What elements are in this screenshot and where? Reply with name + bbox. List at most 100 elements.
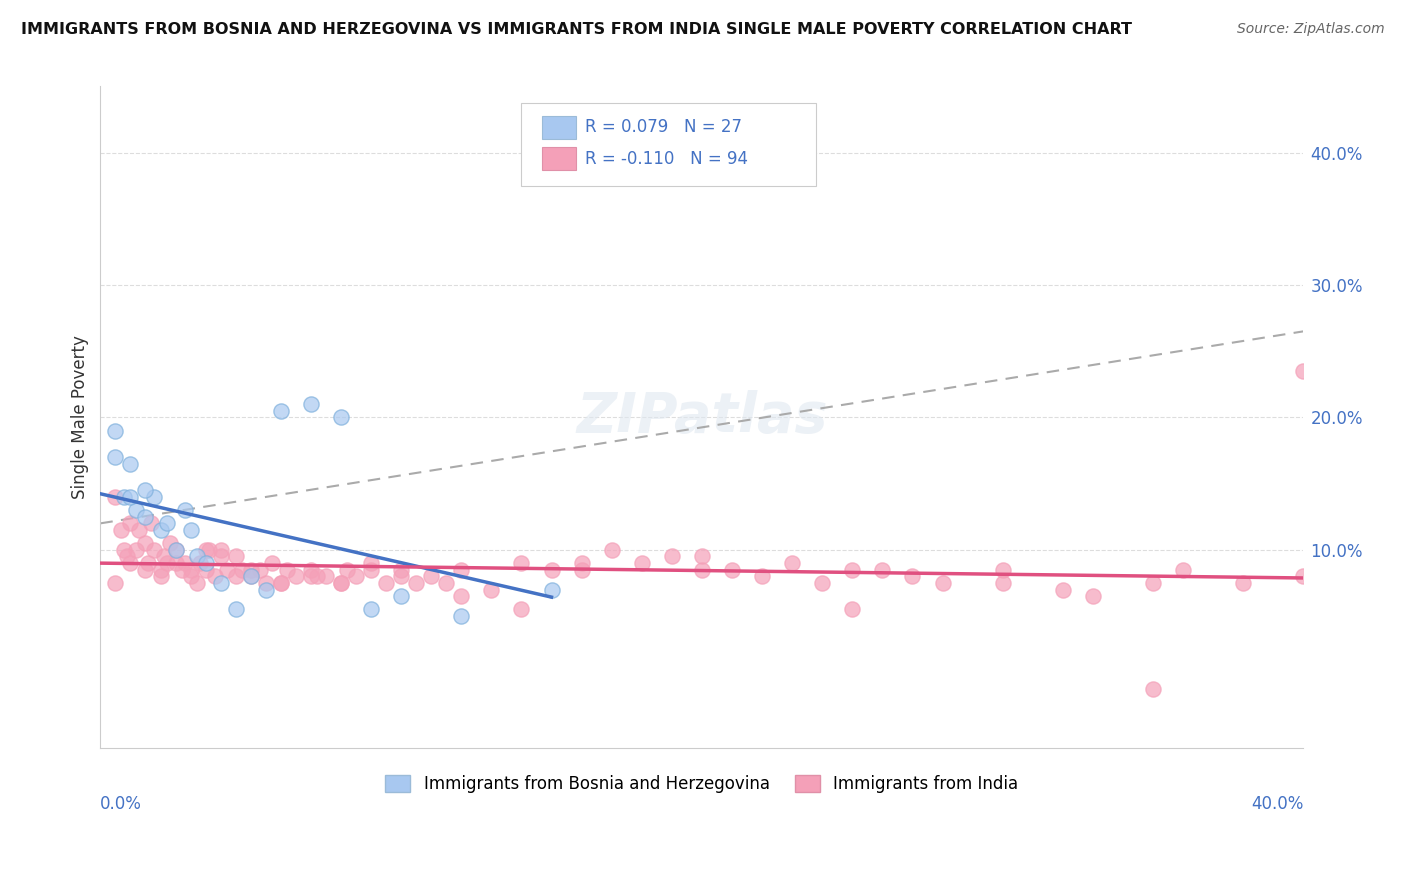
Point [186, 576, 208, 591]
Point [120, 556, 142, 570]
Point [1142, 576, 1164, 591]
Point [811, 576, 834, 591]
Point [330, 576, 353, 591]
Point [173, 503, 195, 517]
Point [901, 569, 924, 583]
Point [165, 542, 187, 557]
Point [571, 556, 593, 570]
Text: ZIPatlas: ZIPatlas [576, 391, 828, 444]
Point [149, 523, 172, 537]
Point [170, 563, 193, 577]
Point [991, 576, 1014, 591]
Point [931, 576, 953, 591]
Point [180, 523, 202, 537]
Point [149, 563, 172, 577]
Point [138, 556, 160, 570]
Point [117, 549, 139, 564]
Point [104, 424, 127, 438]
Point [276, 563, 298, 577]
Point [120, 457, 142, 471]
Point [254, 582, 277, 597]
Bar [541, 147, 575, 170]
Point [180, 563, 202, 577]
Point [1292, 569, 1315, 583]
Point [186, 549, 208, 564]
Point [375, 576, 398, 591]
Text: IMMIGRANTS FROM BOSNIA AND HERZEGOVINA VS IMMIGRANTS FROM INDIA SINGLE MALE POVE: IMMIGRANTS FROM BOSNIA AND HERZEGOVINA V… [21, 22, 1132, 37]
Point [450, 609, 472, 624]
Point [194, 556, 217, 570]
Point [434, 576, 457, 591]
Point [104, 576, 127, 591]
Point [315, 569, 337, 583]
Point [225, 569, 247, 583]
Point [780, 556, 803, 570]
Point [225, 549, 247, 564]
Point [299, 397, 322, 411]
Point [104, 450, 127, 464]
Point [450, 589, 472, 603]
Point [299, 569, 322, 583]
Point [134, 509, 156, 524]
Text: 0.0%: 0.0% [100, 795, 142, 813]
Point [165, 556, 187, 570]
Point [690, 563, 713, 577]
Point [630, 556, 652, 570]
Text: R = 0.079   N = 27: R = 0.079 N = 27 [585, 119, 742, 136]
Point [204, 569, 226, 583]
Point [360, 556, 382, 570]
Point [360, 602, 382, 616]
Point [841, 602, 863, 616]
Point [600, 542, 623, 557]
Point [991, 563, 1014, 577]
Text: Source: ZipAtlas.com: Source: ZipAtlas.com [1237, 22, 1385, 37]
Point [152, 549, 174, 564]
Point [209, 542, 232, 557]
Point [249, 563, 271, 577]
Point [284, 569, 307, 583]
Point [209, 576, 232, 591]
Point [239, 569, 262, 583]
Point [215, 563, 238, 577]
Bar [541, 116, 575, 139]
Point [188, 556, 211, 570]
Point [405, 576, 427, 591]
Point [661, 549, 683, 564]
Point [1081, 589, 1104, 603]
Point [510, 556, 533, 570]
Point [360, 563, 382, 577]
Point [420, 569, 443, 583]
Point [690, 549, 713, 564]
Point [1142, 681, 1164, 696]
Point [239, 563, 262, 577]
Point [254, 576, 277, 591]
Point [104, 490, 127, 504]
Point [209, 549, 232, 564]
Point [841, 563, 863, 577]
Point [450, 563, 472, 577]
Point [194, 542, 217, 557]
Text: 40.0%: 40.0% [1251, 795, 1303, 813]
Point [299, 563, 322, 577]
Point [270, 404, 292, 418]
Point [305, 569, 328, 583]
Point [155, 516, 177, 531]
Point [540, 563, 562, 577]
Point [125, 542, 148, 557]
Point [141, 516, 163, 531]
Point [125, 503, 148, 517]
Point [134, 536, 156, 550]
Point [270, 576, 292, 591]
Point [540, 582, 562, 597]
Point [330, 410, 353, 425]
Point [344, 569, 367, 583]
Point [197, 542, 219, 557]
Point [872, 563, 894, 577]
Point [134, 483, 156, 498]
Y-axis label: Single Male Poverty: Single Male Poverty [72, 335, 89, 500]
Point [143, 542, 166, 557]
Point [336, 563, 359, 577]
Point [1171, 563, 1194, 577]
Point [165, 542, 187, 557]
Point [1052, 582, 1074, 597]
